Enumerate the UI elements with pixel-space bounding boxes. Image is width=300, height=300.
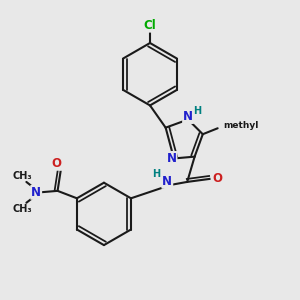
- Text: CH₃: CH₃: [12, 171, 32, 181]
- Text: N: N: [162, 175, 172, 188]
- Text: Cl: Cl: [144, 19, 156, 32]
- Text: N: N: [183, 110, 193, 123]
- Text: O: O: [212, 172, 222, 185]
- Text: CH₃: CH₃: [12, 204, 32, 214]
- Text: methyl: methyl: [224, 121, 259, 130]
- Text: N: N: [167, 152, 176, 165]
- Text: N: N: [31, 186, 41, 199]
- Text: O: O: [51, 157, 61, 170]
- Text: H: H: [194, 106, 202, 116]
- Text: H: H: [152, 169, 160, 178]
